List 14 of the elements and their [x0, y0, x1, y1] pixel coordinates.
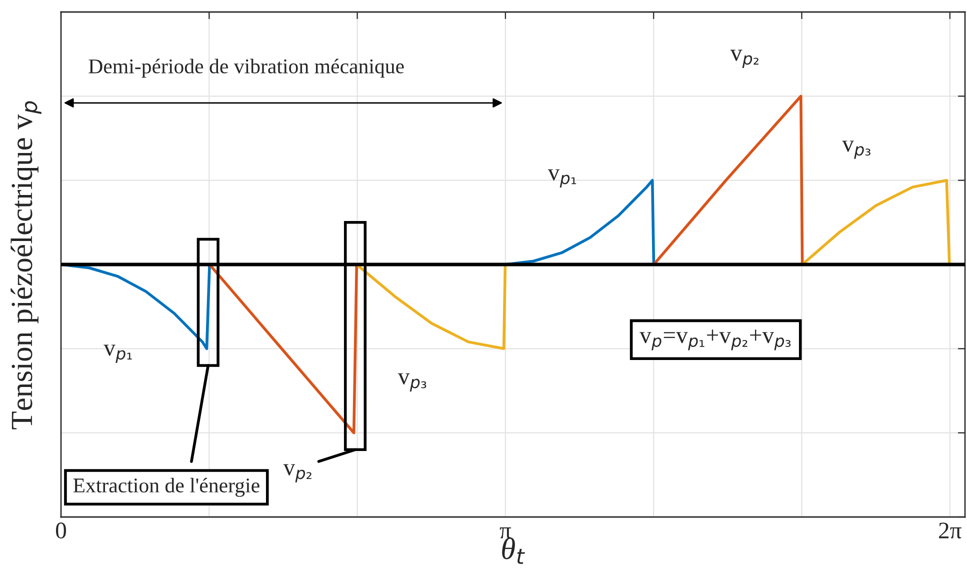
y-axis-title: Tension piézoélectrique v$_{p}$	[10, 101, 42, 430]
series-label: v$_{p₃}$	[842, 140, 870, 159]
text: v$_{p₁}$	[104, 344, 132, 363]
text: v$_{p₂}$	[730, 50, 758, 68]
series-label: v$_{p₃}$	[398, 373, 426, 392]
text: v$_{p₁}$	[548, 169, 576, 188]
text: v$_{p₂}$	[283, 464, 312, 482]
text: Demi-période de vibration mécanique	[88, 58, 404, 78]
x-axis-title: θ$_{t}$	[502, 538, 525, 564]
x-tick-label: 0	[56, 522, 66, 538]
x-tick-label: π	[500, 527, 512, 538]
annotation: v$_{p}$=v$_{p₁}$+v$_{p₂}$+v$_{p₃}$	[640, 330, 791, 350]
x-tick-label: 2π	[939, 522, 962, 538]
text: Extraction de l'énergie	[73, 478, 260, 497]
